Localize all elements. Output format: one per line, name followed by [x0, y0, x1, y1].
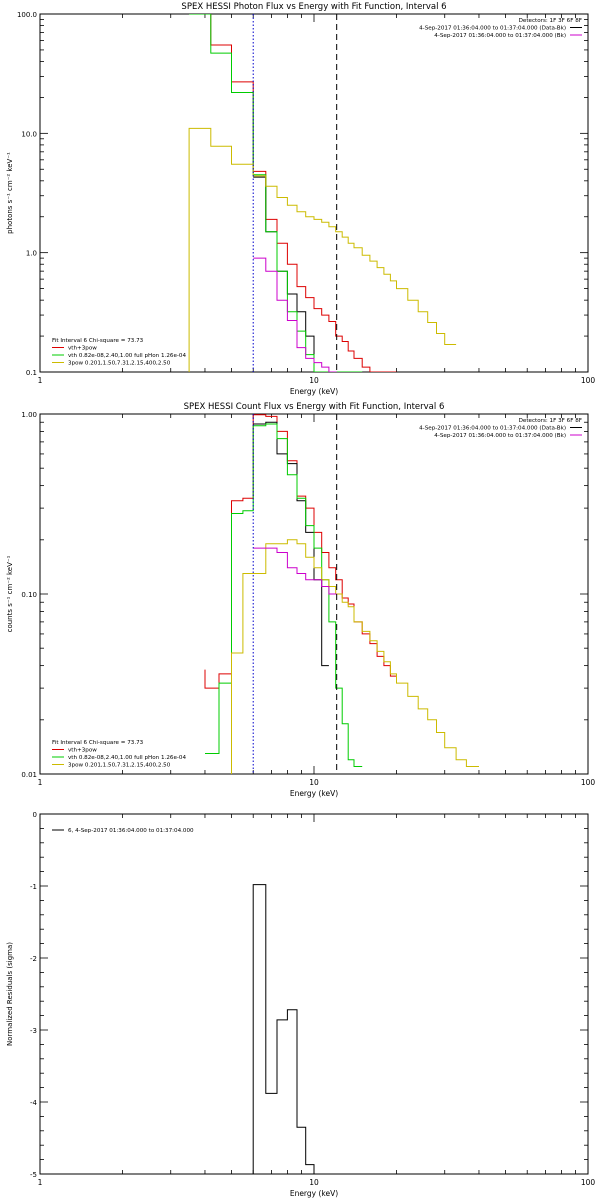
y-tick-label: 0.01 [21, 771, 37, 779]
series-line [253, 257, 337, 372]
x-axis-label: Energy (keV) [290, 1189, 338, 1198]
x-axis: 1 10 100 Energy (keV) [38, 414, 596, 798]
x-tick-label: 10 [309, 1178, 319, 1187]
legend-entry: 4-Sep-2017 01:36:04.000 to 01:37:04.000 … [419, 426, 566, 432]
x-tick-label: 100 [581, 1178, 596, 1187]
series-group [188, 14, 457, 372]
legend-entry: vth 0.82e-08,2.40,1.00 full pHon 1.26e-0… [68, 755, 186, 761]
y-axis: 0.1 1.0 10.0 100.0 photons s⁻¹ cm⁻² keV⁻¹ [6, 11, 588, 377]
residuals-chart: 1 10 100 Energy (keV) -5 -4 -3 -2 -1 0 Normalized … [6, 811, 596, 1198]
legend-entry: Detectors: 1F 3F 6F 8F [519, 18, 582, 24]
series-line [188, 127, 457, 372]
legend-entry: vth+3pow [68, 748, 97, 754]
series-group [252, 884, 329, 1174]
legend-entry: 3pow 0.201,1.50,7.31,2.15,400,2.50 [68, 361, 171, 367]
y-tick-label: -4 [30, 1099, 38, 1107]
y-axis: 0.01 0.10 1.00 counts s⁻¹ cm⁻² keV⁻¹ [6, 411, 588, 779]
legend-entry: Fit Interval 6 Chi-square = 73.73 [52, 338, 144, 344]
series-line [189, 14, 397, 372]
y-axis: -5 -4 -3 -2 -1 0 Normalized Residuals (sigma) [6, 811, 588, 1179]
legend-entry: 6, 4-Sep-2017 01:36:04.000 to 01:37:04.0… [68, 828, 194, 834]
legend: Detectors: 1F 3F 6F 8F 4-Sep-2017 01:36:0… [419, 418, 582, 439]
y-tick-label: 10.0 [21, 130, 37, 138]
x-tick-label: 100 [581, 778, 596, 787]
plot-frame [39, 813, 589, 1175]
legend-entry: vth 0.82e-08,2.40,1.00 full pHon 1.26e-0… [68, 353, 186, 359]
legend-entry: 4-Sep-2017 01:36:04.000 to 01:37:04.000 … [434, 33, 566, 39]
legend-entry: vth+3pow [68, 346, 97, 352]
legend: 6, 4-Sep-2017 01:36:04.000 to 01:37:04.0… [52, 828, 194, 834]
series-line [253, 421, 329, 667]
y-tick-label: 0 [33, 811, 37, 819]
series-line [253, 176, 329, 372]
legend: Detectors: 1F 3F 6F 8F 4-Sep-2017 01:36:0… [419, 18, 582, 39]
legend: Fit Interval 6 Chi-square = 73.73 vth+3po… [52, 338, 186, 367]
x-tick-label: 10 [309, 778, 319, 787]
y-axis-label: counts s⁻¹ cm⁻² keV⁻¹ [6, 555, 14, 632]
legend-entry: Fit Interval 6 Chi-square = 73.73 [52, 740, 144, 746]
x-tick-label: 10 [309, 376, 319, 385]
legend: Fit Interval 6 Chi-square = 73.73 vth+3po… [52, 740, 186, 769]
series-line [231, 539, 479, 774]
x-axis: 1 10 100 Energy (keV) [38, 814, 596, 1198]
y-tick-label: 100.0 [17, 11, 37, 19]
y-tick-label: -2 [30, 955, 37, 963]
x-tick-label: 1 [38, 778, 43, 787]
y-tick-label: -1 [30, 883, 37, 891]
y-axis-label: photons s⁻¹ cm⁻² keV⁻¹ [6, 152, 14, 234]
plot-frame [39, 13, 589, 373]
legend-entry: 3pow 0.201,1.50,7.31,2.15,400,2.50 [68, 763, 171, 769]
series-line [253, 547, 337, 595]
y-tick-label: 1.00 [21, 411, 37, 419]
series-line [189, 14, 363, 372]
y-tick-label: 0.10 [21, 591, 37, 599]
x-axis-label: Energy (keV) [290, 789, 338, 798]
legend-entry: 4-Sep-2017 01:36:04.000 to 01:37:04.000 … [419, 26, 566, 32]
y-tick-label: 0.1 [26, 369, 37, 377]
legend-entry: 4-Sep-2017 01:36:04.000 to 01:37:04.000 … [434, 433, 566, 439]
plot-frame [39, 413, 589, 775]
chart-title: SPEX HESSI Count Flux vs Energy with Fit… [184, 402, 445, 412]
chart-title: SPEX HESSI Photon Flux vs Energy with Fi… [181, 2, 446, 12]
series-line [204, 414, 397, 689]
y-tick-label: 1.0 [26, 250, 37, 258]
x-tick-label: 1 [38, 1178, 43, 1187]
x-axis-label: Energy (keV) [290, 387, 338, 396]
x-tick-label: 100 [581, 376, 596, 385]
y-tick-label: -5 [30, 1171, 37, 1179]
legend-entry: Detectors: 1F 3F 6F 8F [519, 418, 582, 424]
count-flux-chart: SPEX HESSI Count Flux vs Energy with Fit… [6, 402, 596, 798]
x-tick-label: 1 [38, 376, 43, 385]
series-line [252, 884, 329, 1174]
series-group [204, 414, 479, 774]
y-tick-label: -3 [30, 1027, 37, 1035]
series-line [205, 423, 363, 767]
photon-flux-chart: SPEX HESSI Photon Flux vs Energy with Fi… [6, 2, 596, 396]
y-axis-label: Normalized Residuals (sigma) [6, 942, 14, 1046]
